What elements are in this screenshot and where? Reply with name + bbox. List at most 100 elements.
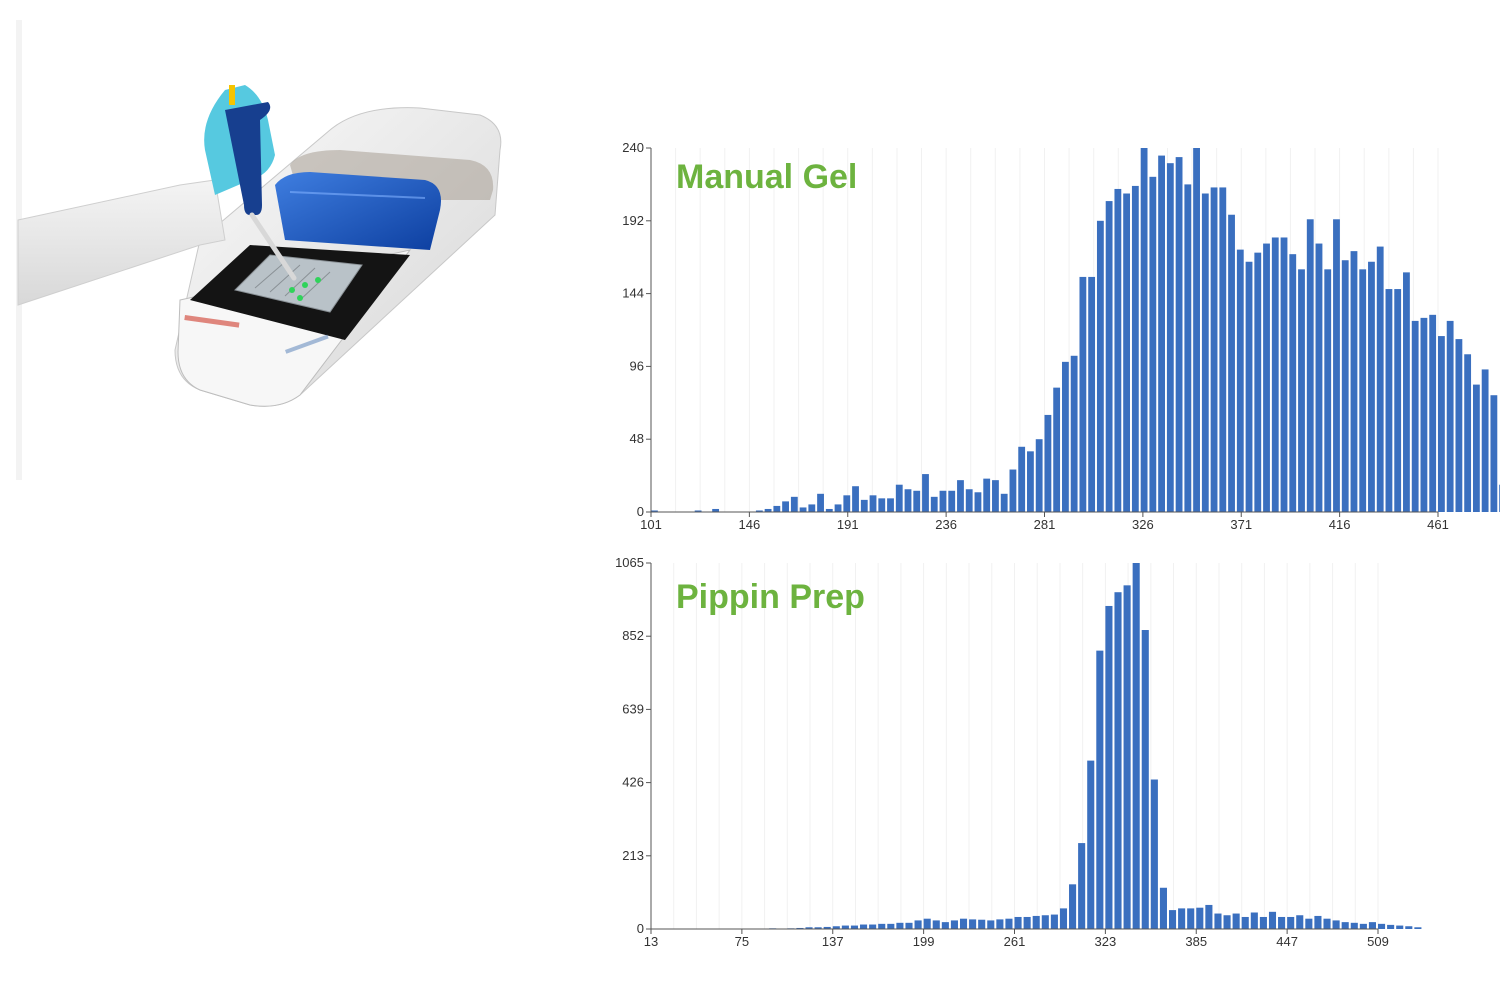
x-tick-label: 416 — [1329, 517, 1351, 532]
bar — [860, 924, 868, 929]
bar — [1168, 910, 1177, 929]
bar — [905, 922, 913, 929]
x-tick-label: 326 — [1132, 517, 1154, 532]
bar — [843, 495, 851, 512]
bar — [930, 496, 938, 512]
bar — [1159, 887, 1167, 929]
bar — [1232, 913, 1240, 929]
bar — [1228, 214, 1235, 513]
bar — [1018, 446, 1026, 512]
bar — [1149, 176, 1157, 512]
bar — [651, 510, 658, 512]
x-tick-label: 236 — [935, 517, 957, 532]
bar — [1175, 157, 1183, 512]
bar — [1141, 630, 1149, 929]
bar — [808, 504, 816, 512]
bar — [755, 510, 763, 512]
bar — [1044, 414, 1052, 512]
y-tick-label: 48 — [630, 431, 644, 446]
x-tick-label: 13 — [644, 934, 658, 949]
bar — [974, 492, 982, 512]
bar — [1315, 243, 1323, 513]
bar — [1196, 907, 1204, 929]
bar — [1394, 289, 1402, 512]
y-tick-label: 852 — [622, 628, 644, 643]
bar — [932, 920, 940, 929]
bar — [1014, 916, 1022, 929]
bar — [1341, 922, 1349, 929]
bar — [1032, 915, 1040, 929]
y-tick-label: 0 — [637, 504, 644, 519]
bar — [978, 919, 986, 929]
bar — [1455, 339, 1463, 512]
bar — [1333, 219, 1340, 512]
bar — [878, 498, 886, 512]
bar — [887, 498, 894, 512]
bar — [1438, 336, 1445, 512]
bar — [1368, 261, 1375, 512]
instrument-body — [174, 107, 502, 407]
bar — [914, 920, 922, 929]
bar — [841, 925, 849, 929]
bar — [1306, 219, 1314, 512]
bar — [1250, 912, 1258, 929]
bar — [1268, 911, 1277, 929]
bar — [1429, 314, 1437, 512]
bar — [1079, 276, 1087, 512]
bar — [823, 926, 831, 929]
y-tick-label: 192 — [622, 213, 644, 228]
pippin-prep-title: Pippin Prep — [676, 578, 865, 616]
bar — [1245, 261, 1253, 512]
bar — [796, 927, 804, 929]
bar — [712, 508, 720, 512]
bar — [1059, 908, 1068, 929]
bar — [1184, 184, 1192, 512]
bar — [1446, 320, 1454, 512]
bar — [1123, 193, 1131, 512]
bar — [1241, 916, 1249, 929]
manual-gel-bars — [651, 148, 1500, 513]
bar — [814, 927, 822, 929]
y-tick-label: 213 — [622, 848, 644, 863]
bar — [878, 923, 886, 929]
bar — [1205, 904, 1213, 929]
bar — [987, 920, 995, 929]
bar — [1368, 922, 1376, 929]
x-tick-label: 261 — [1004, 934, 1026, 949]
bar — [1000, 493, 1008, 512]
bar — [923, 918, 931, 929]
x-tick-label: 461 — [1427, 517, 1449, 532]
bar — [941, 922, 949, 929]
bar — [1061, 361, 1069, 512]
bar — [834, 504, 842, 512]
bar — [1023, 916, 1031, 929]
bar — [1385, 289, 1393, 512]
bar — [773, 505, 781, 512]
y-tick-label: 144 — [622, 286, 644, 301]
bar — [1150, 779, 1158, 929]
x-tick-label: 146 — [739, 517, 761, 532]
y-tick-label: 639 — [622, 701, 644, 716]
bar — [1219, 187, 1227, 512]
manual-gel-title: Manual Gel — [676, 158, 857, 196]
bar — [790, 496, 798, 512]
bar — [1123, 585, 1131, 929]
bar — [1414, 927, 1422, 929]
bar — [1193, 148, 1200, 512]
bar — [860, 499, 868, 512]
bar — [1096, 650, 1104, 929]
x-tick-label: 199 — [913, 934, 935, 949]
pippin-prep-bars — [750, 563, 1422, 929]
bar — [913, 490, 921, 512]
bar — [1289, 254, 1297, 513]
bar — [950, 920, 958, 929]
x-tick-label: 509 — [1367, 934, 1389, 949]
y-tick-label: 240 — [622, 140, 644, 155]
bar — [1069, 884, 1077, 929]
bar — [1005, 918, 1013, 929]
bar — [1464, 354, 1472, 512]
bar — [1490, 395, 1498, 512]
bar — [799, 507, 807, 512]
bar — [850, 925, 859, 929]
